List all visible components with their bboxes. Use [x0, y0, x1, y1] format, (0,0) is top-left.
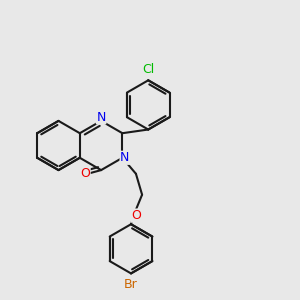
Text: O: O [80, 167, 90, 180]
Text: Cl: Cl [142, 63, 154, 76]
Text: O: O [131, 209, 141, 222]
Text: N: N [120, 151, 130, 164]
Text: Br: Br [124, 278, 138, 291]
Text: N: N [96, 111, 106, 124]
